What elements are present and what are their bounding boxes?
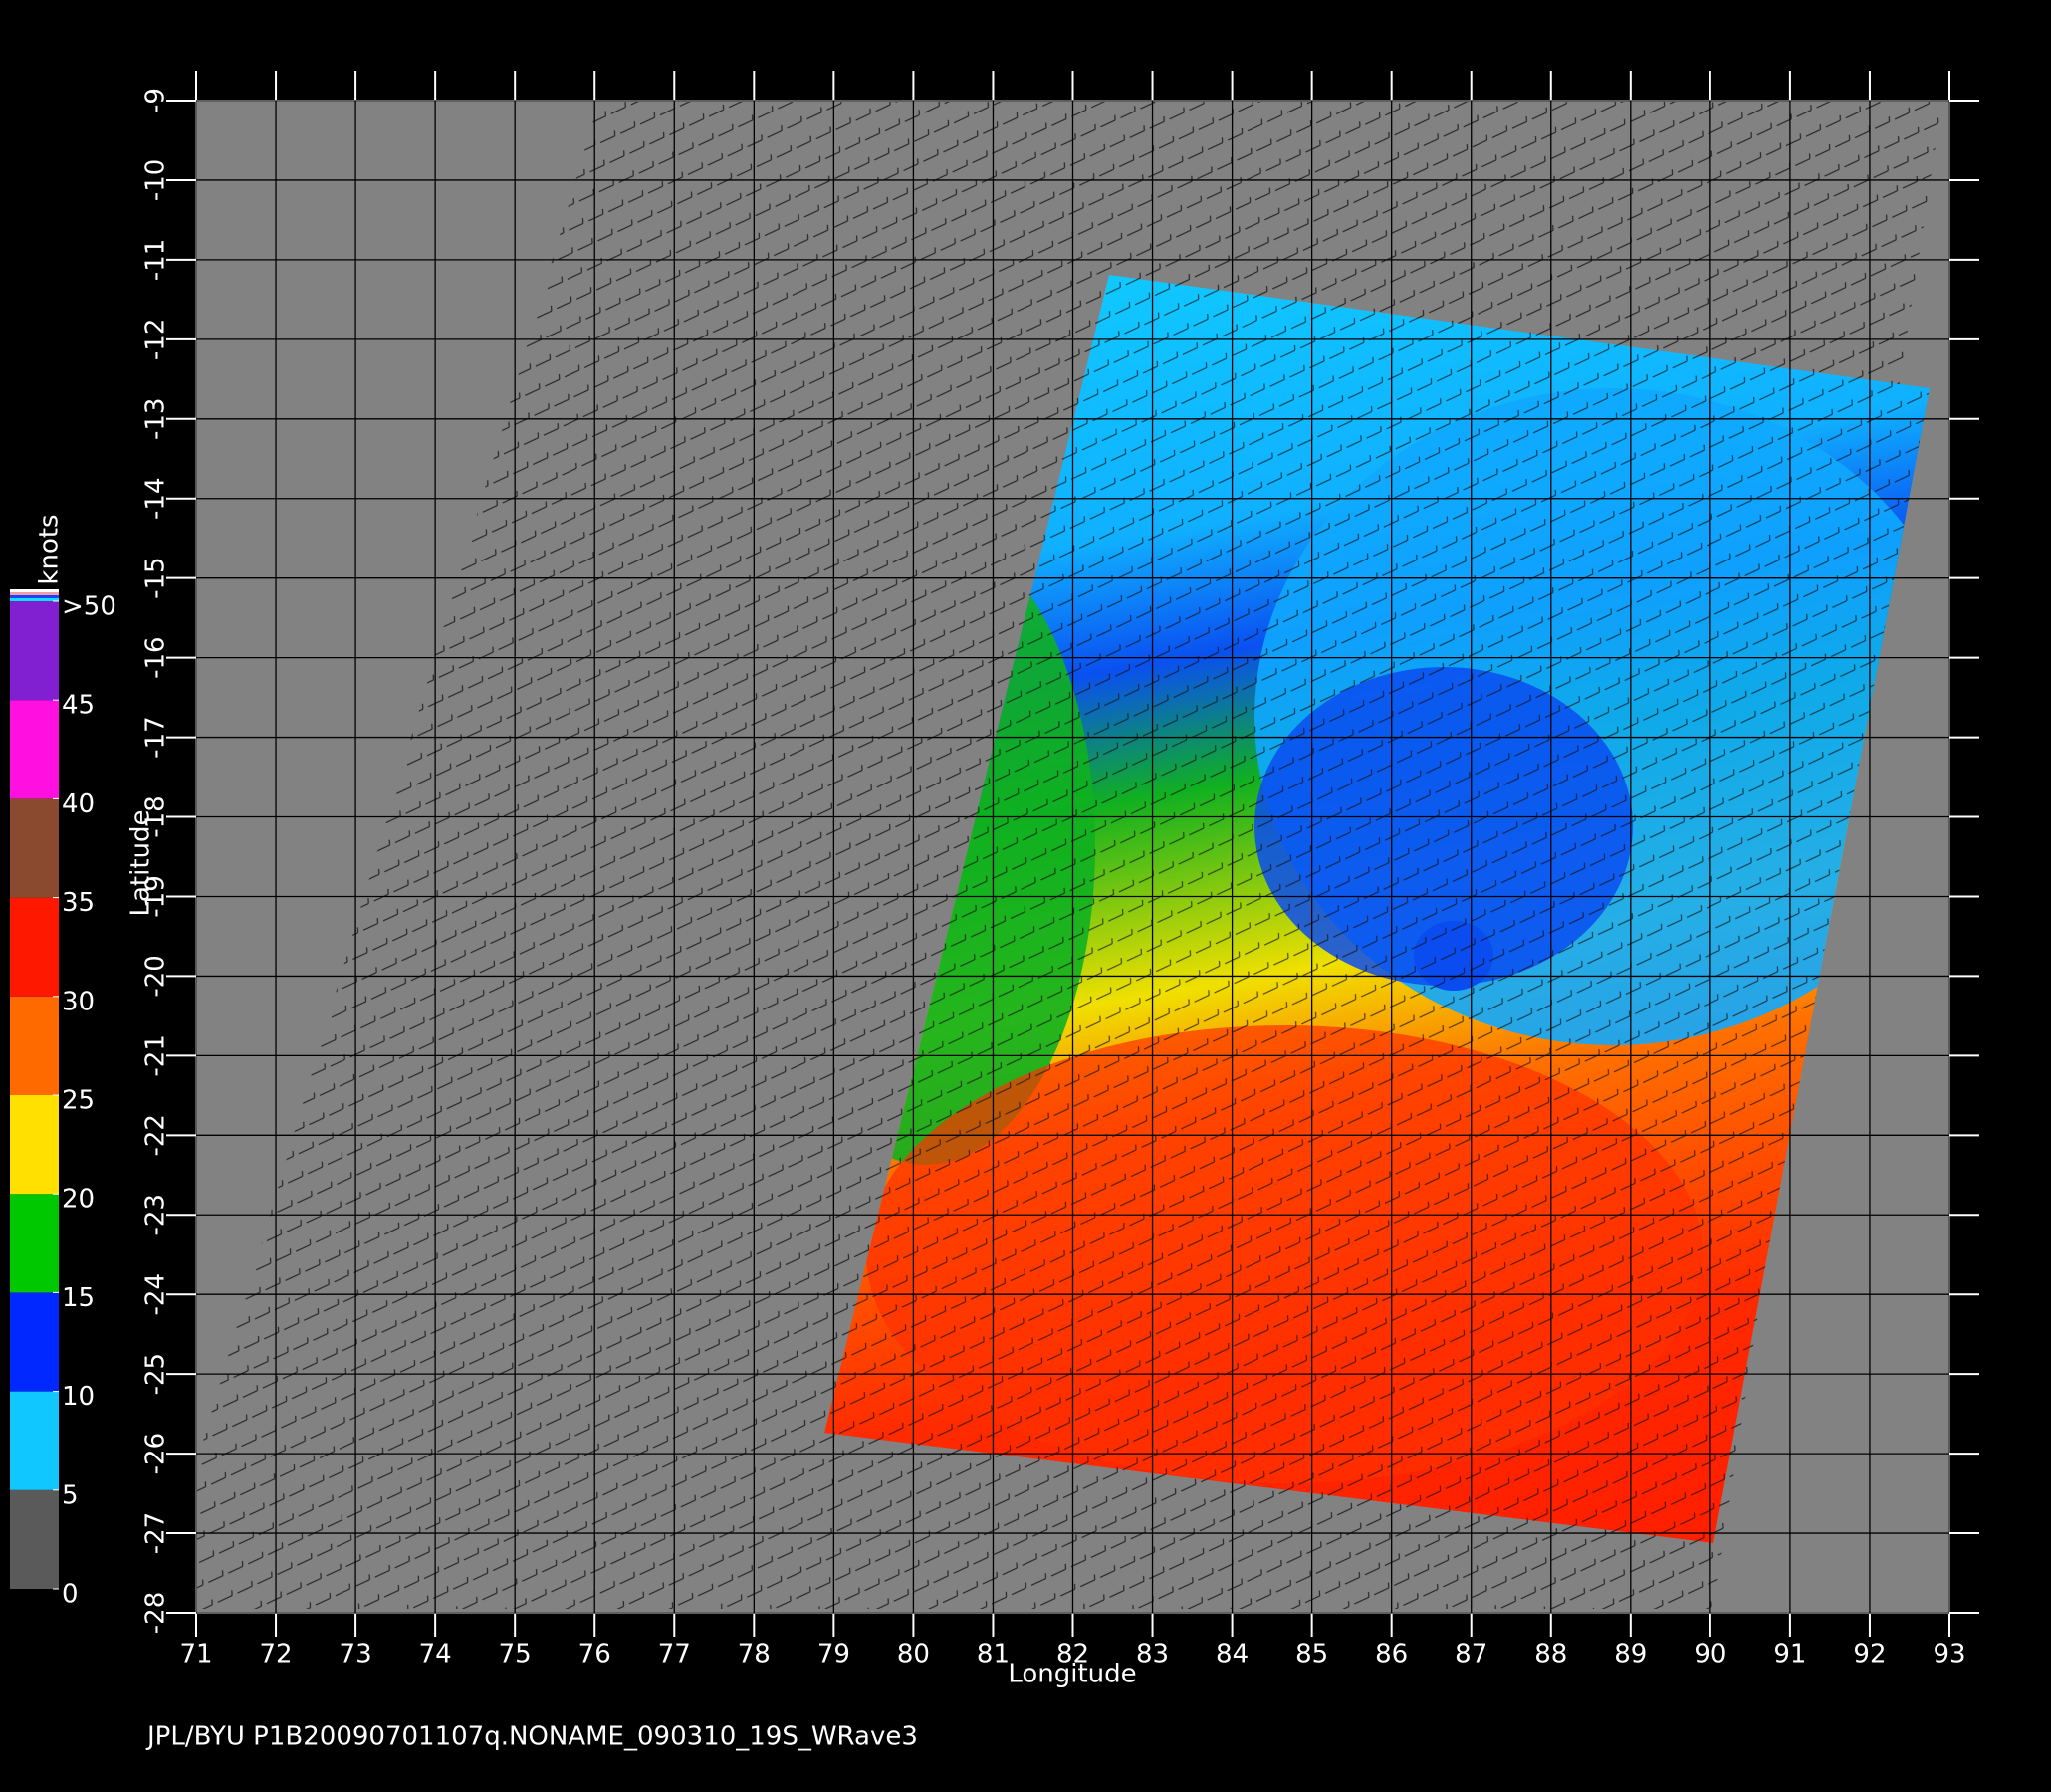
y-tick-label: -24	[141, 1273, 171, 1315]
y-tick-label: -12	[141, 319, 171, 360]
colorbar-tick-label: 45	[62, 691, 95, 721]
x-axis-label: Longitude	[1008, 1660, 1136, 1689]
x-tick-label: 90	[1694, 1640, 1726, 1670]
x-tick-label: 72	[259, 1640, 292, 1670]
y-tick-label: -13	[141, 398, 171, 440]
x-tick-label: 75	[499, 1640, 532, 1670]
colorbar-cap	[10, 595, 59, 598]
y-tick-label: -21	[141, 1034, 171, 1076]
y-tick-label: -18	[141, 795, 171, 837]
colorbar-cap	[10, 589, 59, 592]
x-tick-label: 77	[658, 1640, 691, 1670]
y-tick-label: -25	[141, 1353, 171, 1395]
colorbar-tick-label: 15	[62, 1283, 95, 1313]
y-tick-label: -17	[141, 716, 171, 758]
y-tick-label: -10	[141, 159, 171, 201]
x-tick-label: 81	[977, 1640, 1010, 1670]
x-tick-label: 73	[340, 1640, 372, 1670]
colorbar-tick-label: 5	[62, 1480, 79, 1510]
y-tick-label: -16	[141, 636, 171, 678]
colorbar-cap	[10, 598, 59, 601]
x-tick-label: 93	[1933, 1640, 1965, 1670]
x-tick-label: 74	[419, 1640, 452, 1670]
y-axis-label: Latitude	[126, 809, 156, 916]
x-tick-label: 79	[817, 1640, 850, 1670]
caption: JPL/BYU P1B20090701107q.NONAME_090310_19…	[145, 1722, 918, 1752]
x-tick-label: 71	[179, 1640, 212, 1670]
colorbar-tick-label: 35	[62, 888, 95, 918]
x-tick-label: 78	[738, 1640, 771, 1670]
x-tick-label: 86	[1375, 1640, 1408, 1670]
colorbar-segment	[10, 1194, 59, 1293]
y-tick-label: -15	[141, 557, 171, 598]
x-tick-label: 82	[1056, 1640, 1089, 1670]
colorbar-tick-label: 25	[62, 1086, 95, 1116]
y-tick-label: -26	[141, 1433, 171, 1474]
x-tick-label: 92	[1853, 1640, 1886, 1670]
x-tick-label: 76	[578, 1640, 611, 1670]
colorbar-segment	[10, 601, 59, 701]
x-tick-label: 91	[1773, 1640, 1806, 1670]
y-tick-label: -11	[141, 239, 171, 281]
y-tick-label: -22	[141, 1114, 171, 1156]
y-tick-label: -27	[141, 1512, 171, 1554]
colorbar-label: knots	[35, 514, 65, 584]
colorbar-tick-label: 30	[62, 987, 95, 1016]
y-tick-label: -19	[141, 875, 171, 917]
x-tick-label: 85	[1295, 1640, 1328, 1670]
x-tick-label: 83	[1136, 1640, 1169, 1670]
colorbar-segment	[10, 1292, 59, 1392]
colorbar-segment	[10, 1391, 59, 1490]
y-tick-label: -20	[141, 955, 171, 997]
colorbar-segment	[10, 798, 59, 898]
x-tick-label: 88	[1534, 1640, 1567, 1670]
colorbar-tick-label: 0	[62, 1580, 79, 1610]
colorbar-tick-label: 20	[62, 1185, 95, 1215]
colorbar-segment	[10, 897, 59, 997]
colorbar-tick-label: 10	[62, 1382, 95, 1412]
x-tick-label: 89	[1614, 1640, 1647, 1670]
colorbar-segment	[10, 1489, 59, 1589]
y-tick-label: -14	[141, 478, 171, 520]
colorbar-segment	[10, 700, 59, 799]
colorbar-segment	[10, 996, 59, 1095]
x-tick-label: 87	[1455, 1640, 1487, 1670]
y-tick-label: -23	[141, 1194, 171, 1235]
y-tick-label: -9	[141, 88, 171, 113]
colorbar-segment	[10, 1095, 59, 1195]
x-tick-label: 80	[897, 1640, 930, 1670]
y-tick-label: -28	[141, 1592, 171, 1634]
colorbar-cap	[10, 592, 59, 595]
colorbar-tick-label: >50	[62, 592, 116, 622]
colorbar-tick-label: 40	[62, 789, 95, 819]
x-tick-label: 84	[1216, 1640, 1249, 1670]
